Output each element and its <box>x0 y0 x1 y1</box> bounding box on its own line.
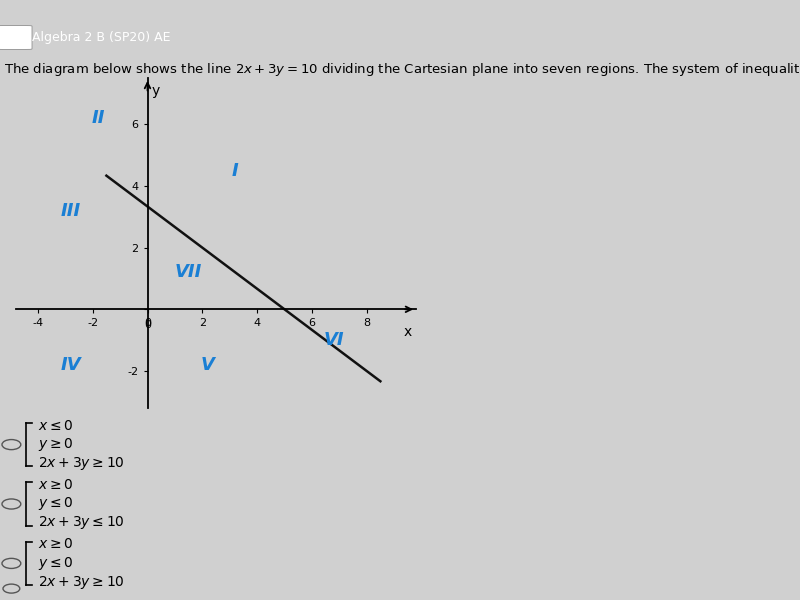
Text: $x \leq 0$: $x \leq 0$ <box>38 419 73 433</box>
Text: x: x <box>404 325 412 339</box>
Text: II: II <box>91 109 105 127</box>
Text: $2x + 3y \geq 10$: $2x + 3y \geq 10$ <box>38 574 124 591</box>
Text: $x \geq 0$: $x \geq 0$ <box>38 538 73 551</box>
Text: $y \leq 0$: $y \leq 0$ <box>38 496 73 512</box>
Text: V: V <box>201 356 214 374</box>
Text: $y \leq 0$: $y \leq 0$ <box>38 555 73 572</box>
Text: VI: VI <box>323 331 344 349</box>
Text: 0: 0 <box>144 320 151 330</box>
FancyBboxPatch shape <box>0 26 32 49</box>
Text: $x \geq 0$: $x \geq 0$ <box>38 478 73 492</box>
Text: III: III <box>61 202 81 220</box>
Text: y: y <box>152 84 160 98</box>
Text: I: I <box>232 161 238 179</box>
Text: $2x + 3y \geq 10$: $2x + 3y \geq 10$ <box>38 455 124 472</box>
Text: $2x + 3y \leq 10$: $2x + 3y \leq 10$ <box>38 514 124 532</box>
Text: VII: VII <box>175 263 202 281</box>
Text: IV: IV <box>61 356 81 374</box>
Text: Algebra 2 B (SP20) AE: Algebra 2 B (SP20) AE <box>32 31 170 44</box>
Text: The diagram below shows the line $2x + 3y = 10$ dividing the Cartesian plane int: The diagram below shows the line $2x + 3… <box>4 61 800 77</box>
Text: $y \geq 0$: $y \geq 0$ <box>38 436 73 453</box>
